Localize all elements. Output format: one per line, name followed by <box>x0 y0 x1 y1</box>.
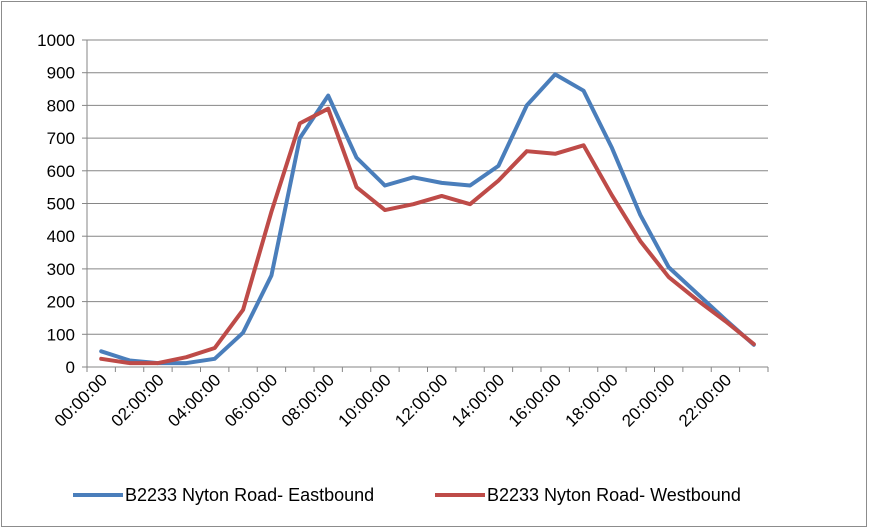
y-tick-label: 700 <box>47 129 75 148</box>
legend-label: B2233 Nyton Road- Eastbound <box>125 485 374 505</box>
x-tick-label: 00:00:00 <box>51 370 111 430</box>
y-tick-label: 200 <box>47 293 75 312</box>
x-axis: 00:00:0002:00:0004:00:0006:00:0008:00:00… <box>51 366 769 431</box>
x-tick-label: 04:00:00 <box>164 370 224 430</box>
x-tick-label: 22:00:00 <box>675 370 735 430</box>
legend: B2233 Nyton Road- Eastbound B2233 Nyton R… <box>73 485 741 505</box>
x-tick-label: 08:00:00 <box>278 370 338 430</box>
y-tick-label: 1000 <box>37 31 75 50</box>
y-tick-label: 300 <box>47 260 75 279</box>
y-tick-label: 900 <box>47 64 75 83</box>
series-lines <box>99 72 756 366</box>
y-axis: 0 100 200 300 400 500 600 700 800 900 1000 <box>37 31 88 377</box>
x-tick-label: 18:00:00 <box>562 370 622 430</box>
series-line-westbound <box>99 106 756 366</box>
x-tick-label: 14:00:00 <box>448 370 508 430</box>
x-tick-label: 16:00:00 <box>505 370 565 430</box>
y-tick-label: 600 <box>47 162 75 181</box>
x-tick-label: 20:00:00 <box>618 370 678 430</box>
y-tick-label: 500 <box>47 195 75 214</box>
y-tick-label: 400 <box>47 227 75 246</box>
y-tick-label: 100 <box>47 325 75 344</box>
x-tick-label: 10:00:00 <box>335 370 395 430</box>
y-tick-label: 0 <box>66 358 75 377</box>
x-tick-label: 02:00:00 <box>108 370 168 430</box>
x-tick-label: 12:00:00 <box>391 370 451 430</box>
series-line-eastbound <box>99 72 756 366</box>
gridlines <box>87 39 768 335</box>
legend-label: B2233 Nyton Road- Westbound <box>487 485 741 505</box>
x-tick-label: 06:00:00 <box>221 370 281 430</box>
y-tick-label: 800 <box>47 96 75 115</box>
